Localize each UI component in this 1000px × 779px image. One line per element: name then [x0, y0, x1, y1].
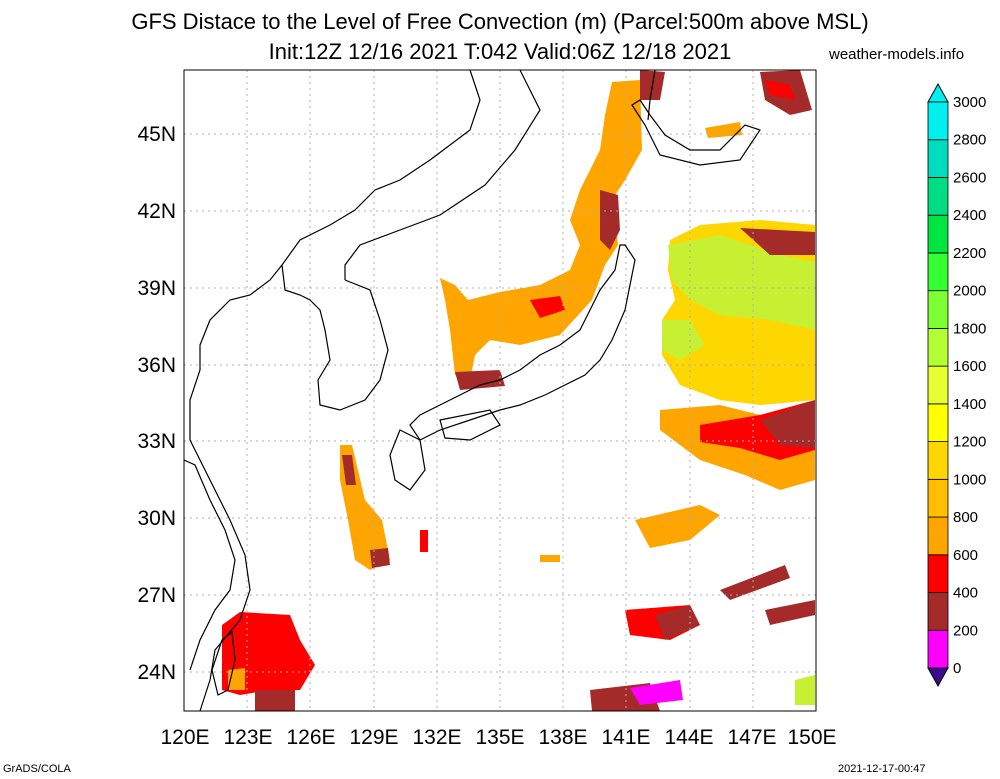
lat-tick-label: 45N [137, 123, 176, 146]
field-japan-sea [440, 80, 642, 380]
legend-label: 1800 [953, 320, 986, 337]
shaded-field-layer [222, 70, 815, 711]
field-japan-sea-red3 [455, 370, 505, 390]
legend-label: 400 [953, 585, 978, 602]
coast-asia-mainland [189, 69, 481, 712]
legend-label: 1000 [953, 471, 986, 488]
field-pacific-brown-s [760, 400, 815, 448]
lon-tick-label: 141E [601, 726, 650, 749]
legend-swatch [927, 554, 949, 593]
legend-label: 3000 [953, 94, 986, 111]
legend-swatch [927, 516, 949, 556]
lon-tick-label: 135E [475, 726, 524, 749]
lon-tick-label: 129E [349, 726, 398, 749]
lat-tick-label: 42N [137, 200, 176, 223]
legend-arrow-top [927, 82, 949, 103]
legend-label: 2800 [953, 132, 986, 149]
lon-tick-label: 120E [160, 726, 209, 749]
legend-swatch [927, 101, 949, 141]
field-south-brown [655, 605, 700, 640]
legend-label: 600 [953, 547, 978, 564]
legend-label: 200 [953, 622, 978, 639]
legend-swatch [927, 139, 949, 178]
legend-arrow-bottom [927, 667, 949, 688]
legend-swatch [927, 290, 949, 329]
legend-label: 2600 [953, 169, 986, 186]
field-pacific-orange-sw [635, 505, 720, 548]
field-red-sq1 [420, 530, 428, 552]
legend-label: 0 [953, 660, 961, 677]
lon-tick-label: 138E [538, 726, 587, 749]
legend-label: 2200 [953, 245, 986, 262]
legend-swatch [927, 177, 949, 216]
plot-area [183, 69, 817, 712]
field-south-brown3 [765, 600, 815, 625]
coast-china-east [183, 459, 236, 671]
legend-label: 2400 [953, 207, 986, 224]
lat-tick-label: 33N [137, 430, 176, 453]
field-south-brown2 [720, 565, 790, 600]
coast-kyushu [389, 429, 426, 491]
legend-swatch [927, 441, 949, 480]
field-japan-sea-red1 [600, 190, 620, 250]
legend-label: 1600 [953, 358, 986, 375]
legend-swatch [927, 214, 949, 254]
field-south-magenta [630, 680, 683, 705]
lat-tick-label: 36N [137, 354, 176, 377]
field-taiwan-red [222, 612, 315, 695]
legend-label: 2000 [953, 283, 986, 300]
field-east-hokkaido [705, 122, 742, 138]
lon-tick-label: 132E [412, 726, 461, 749]
lat-tick-label: 27N [137, 584, 176, 607]
lon-tick-label: 123E [223, 726, 272, 749]
lon-tick-label: 144E [664, 726, 713, 749]
field-taiwan-brown [255, 690, 295, 711]
lat-tick-label: 39N [137, 277, 176, 300]
plot-frame [183, 69, 817, 712]
field-okinawa-red2 [370, 548, 390, 568]
legend-label: 1200 [953, 434, 986, 451]
field-pacific-green2 [662, 320, 705, 360]
field-kurile-red [765, 80, 795, 100]
coast-taiwan [211, 630, 236, 696]
legend-labels: 0 200 400 600 800 1000 1200 1400 1600 1800 2000 220… [953, 94, 986, 677]
legend-swatches [927, 101, 949, 669]
legend-swatch [927, 403, 949, 443]
colorbar-legend: 0 200 400 600 800 1000 1200 1400 1600 1800 2000 220… [927, 82, 986, 688]
footer-timestamp: 2021-12-17-00:47 [838, 763, 926, 775]
grid-lines [184, 70, 816, 711]
lat-tick-label: 30N [137, 507, 176, 530]
field-se-green [795, 675, 815, 705]
field-pacific-lightgreen [668, 235, 815, 330]
legend-label: 1400 [953, 396, 986, 413]
lon-tick-label: 150E [787, 726, 836, 749]
legend-swatch [927, 252, 949, 292]
source-label: weather-models.info [829, 46, 965, 63]
coast-shikoku [439, 409, 501, 441]
lon-tick-label: 147E [727, 726, 776, 749]
legend-swatch [927, 478, 949, 518]
coast-hokkaido [631, 99, 761, 166]
lat-axis: 24N 27N 30N 33N 36N 39N 42N 45N [137, 123, 176, 684]
coast-sakhalin [647, 69, 656, 121]
coast-manchuria [344, 69, 541, 280]
map-subtitle: Init:12Z 12/16 2021 T:042 Valid:06Z 12/1… [268, 39, 732, 64]
coastlines [183, 69, 761, 712]
field-pacific-red-ne [740, 228, 815, 255]
legend-label: 800 [953, 509, 978, 526]
lon-tick-label: 126E [286, 726, 335, 749]
coast-korea [281, 264, 389, 411]
field-japan-sea-red2 [530, 296, 565, 318]
legend-swatch [927, 629, 949, 669]
legend-swatch [927, 327, 949, 367]
legend-swatch [927, 365, 949, 405]
lon-axis: 120E 123E 126E 129E 132E 135E 138E 141E … [160, 726, 836, 749]
field-small-orange1 [540, 555, 560, 562]
footer-software: GrADS/COLA [3, 763, 71, 775]
legend-swatch [927, 592, 949, 631]
map-title: GFS Distace to the Level of Free Convect… [131, 9, 869, 34]
field-okinawa-red [342, 455, 356, 485]
lat-tick-label: 24N [137, 661, 176, 684]
